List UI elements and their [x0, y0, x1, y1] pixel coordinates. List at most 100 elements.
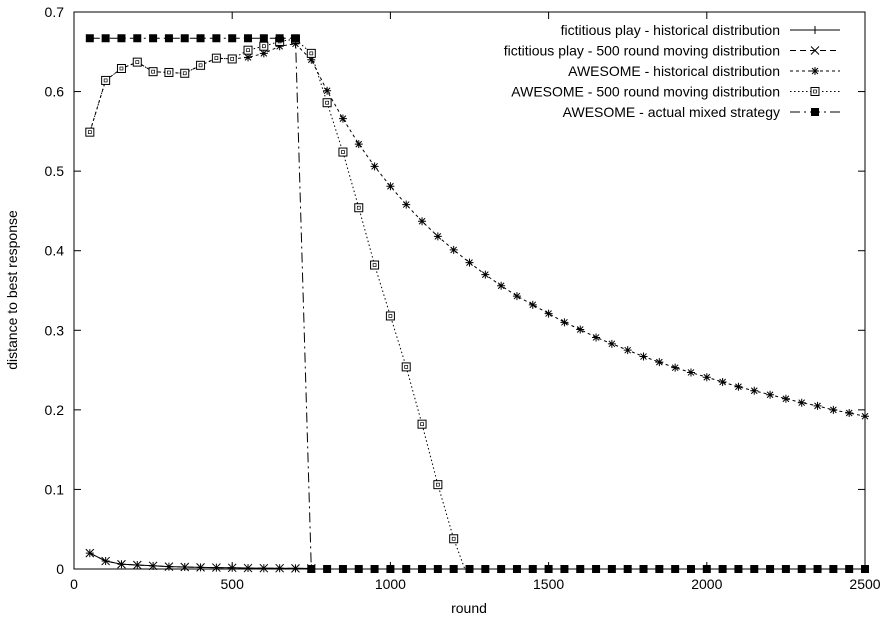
- cross-marker: [196, 563, 205, 572]
- filled-square-marker: [750, 565, 759, 573]
- star-marker: [370, 162, 379, 171]
- star-marker: [402, 200, 411, 209]
- cross-marker: [291, 564, 300, 573]
- filled-square-marker: [702, 565, 711, 573]
- open-square-marker: [338, 147, 348, 157]
- filled-square-marker: [323, 565, 332, 573]
- filled-square-marker: [117, 34, 126, 43]
- open-square-marker-inner: [451, 536, 456, 541]
- open-square-marker-inner: [135, 60, 140, 64]
- open-square-marker-inner: [325, 100, 329, 105]
- filled-square-marker: [338, 565, 347, 573]
- star-marker: [323, 86, 332, 95]
- legend-label: fictitious play - 500 round moving distr…: [504, 43, 780, 59]
- cross-marker: [117, 559, 126, 569]
- open-square-marker: [433, 480, 443, 490]
- star-marker: [655, 358, 664, 367]
- star-marker: [766, 390, 775, 399]
- star-marker: [813, 401, 822, 410]
- star-marker: [386, 182, 395, 191]
- y-tick-label: 0.5: [45, 163, 65, 179]
- star-marker: [750, 386, 759, 395]
- filled-square-marker: [228, 34, 237, 43]
- star-marker: [623, 346, 632, 355]
- filled-square-marker: [592, 565, 601, 573]
- open-square-marker: [385, 311, 395, 321]
- filled-square-marker: [465, 565, 474, 573]
- filled-square-marker: [196, 34, 205, 43]
- legend-label: AWESOME - historical distribution: [568, 63, 780, 79]
- open-square-marker-inner: [230, 57, 235, 61]
- open-square-marker: [101, 75, 111, 85]
- star-marker: [734, 382, 743, 391]
- star-marker: [512, 292, 521, 301]
- filled-square-marker: [101, 34, 110, 43]
- star-marker: [686, 368, 695, 377]
- star-marker: [781, 394, 790, 403]
- filled-square-marker: [528, 565, 537, 573]
- open-square-marker: [196, 60, 206, 70]
- x-tick-label: 1000: [375, 576, 406, 592]
- open-square-marker: [227, 54, 237, 64]
- y-tick-label: 0: [56, 561, 64, 577]
- filled-square-marker: [370, 565, 379, 573]
- cross-marker: [227, 563, 237, 573]
- filled-square-marker: [829, 565, 838, 573]
- open-square-marker: [370, 260, 380, 270]
- x-axis-label: round: [451, 600, 487, 616]
- x-tick-label: 2000: [691, 576, 722, 592]
- open-square-marker-inner: [813, 89, 817, 94]
- star-marker: [307, 55, 316, 64]
- open-square-marker-inner: [436, 482, 440, 487]
- filled-square-marker: [164, 34, 173, 43]
- y-tick-label: 0.1: [45, 481, 65, 497]
- filled-square-marker: [307, 565, 316, 573]
- series-line: [89, 43, 866, 417]
- series-line: [89, 38, 466, 570]
- star-marker: [576, 325, 585, 334]
- filled-square-marker: [845, 565, 854, 573]
- open-square-marker: [417, 419, 427, 429]
- filled-square-marker: [813, 565, 822, 573]
- filled-square-marker: [85, 34, 94, 43]
- filled-square-marker: [418, 565, 427, 573]
- series-4: [85, 34, 869, 573]
- star-marker: [560, 318, 569, 327]
- star-marker: [338, 114, 347, 123]
- open-square-marker: [148, 67, 158, 77]
- star-marker: [275, 42, 284, 51]
- plus-marker: [811, 26, 819, 34]
- filled-square-marker: [481, 565, 490, 573]
- cross-marker: [259, 563, 269, 573]
- open-square-marker: [85, 127, 95, 137]
- filled-square-marker: [560, 565, 569, 573]
- star-marker: [354, 140, 363, 149]
- filled-square-marker: [402, 565, 411, 573]
- axis-ticks: 0 500 1000 1500 2000 2500 0 0.1 0.2 0.3 0.4 0.5 0.6 0…: [45, 4, 881, 592]
- open-square-marker-inner: [372, 263, 377, 267]
- open-square-marker: [449, 534, 459, 544]
- open-square-marker-inner: [214, 56, 219, 61]
- filled-square-marker: [149, 34, 158, 43]
- star-marker: [418, 217, 427, 226]
- cross-marker: [810, 46, 820, 55]
- filled-square-marker: [212, 34, 221, 43]
- open-square-marker: [180, 68, 190, 78]
- star-marker: [449, 245, 458, 254]
- open-square-marker: [354, 203, 364, 213]
- filled-square-marker: [544, 565, 553, 573]
- open-square-marker-inner: [119, 66, 124, 71]
- open-square-marker-inner: [87, 130, 92, 135]
- open-square-marker: [259, 41, 269, 51]
- filled-square-marker: [291, 34, 300, 43]
- cross-marker: [85, 548, 95, 558]
- star-marker: [497, 281, 506, 290]
- legend-label: AWESOME - 500 round moving distribution: [511, 84, 780, 100]
- series-layer: [85, 34, 869, 573]
- open-square-marker-inner: [246, 48, 250, 53]
- open-square-marker: [322, 98, 332, 108]
- y-tick-label: 0.2: [45, 402, 65, 418]
- filled-square-marker: [449, 565, 458, 573]
- legend-label: AWESOME - actual mixed strategy: [563, 104, 780, 120]
